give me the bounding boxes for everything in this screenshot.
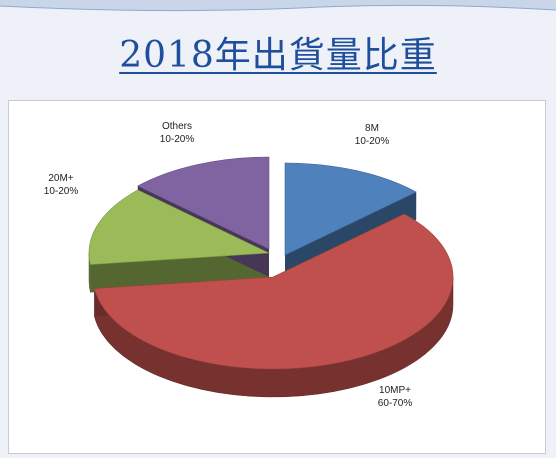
slice-range-10mp: 60-70% (378, 398, 413, 409)
pie-chart: 8M 10-20% 10MP+ 60-70% 20M+ 10-20% Others 10-20… (44, 121, 454, 409)
slice-label-others: Others (162, 121, 192, 132)
pie-slice-20m (88, 189, 271, 265)
slice-label-20m: 20M+ (48, 173, 73, 184)
slice-range-20m: 10-20% (44, 186, 79, 197)
slice-label-10mp: 10MP+ (379, 385, 411, 396)
pie-slice-10mp (94, 213, 454, 370)
pie-slice-8m (284, 162, 417, 256)
slice-label-8m: 8M (365, 123, 379, 134)
pie-slice-others (137, 156, 270, 250)
slice-range-8m: 10-20% (355, 136, 390, 147)
chart-frame: 8M 10-20% 10MP+ 60-70% 20M+ 10-20% Others 10-20… (8, 100, 546, 454)
slide-header-wave (0, 0, 556, 12)
slide-title: 2018年出貨量比重 (119, 35, 437, 76)
slice-range-others: 10-20% (160, 134, 195, 145)
